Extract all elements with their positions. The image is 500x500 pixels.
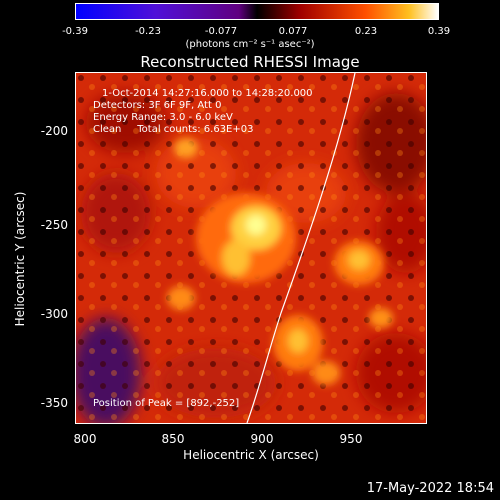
colorbar xyxy=(75,3,439,20)
x-axis-label: Heliocentric X (arcsec) xyxy=(183,448,319,462)
colorbar-tick: -0.39 xyxy=(62,26,88,37)
x-tick-label: 900 xyxy=(250,432,274,446)
timestamp: 17-May-2022 18:54 xyxy=(366,481,494,496)
colorbar-tick: 0.23 xyxy=(354,26,378,37)
x-tick-label: 800 xyxy=(73,432,97,446)
x-tick-label: 950 xyxy=(339,432,363,446)
energy-range-info: Energy Range: 3.0 - 6.0 keV xyxy=(93,112,233,123)
colorbar-tick: 0.077 xyxy=(278,26,308,37)
solar-limb-line xyxy=(246,73,356,423)
colorbar-units: (photons cm⁻² s⁻¹ asec⁻²) xyxy=(185,39,315,50)
y-tick-label: -250 xyxy=(40,218,68,232)
colorbar-tick: -0.23 xyxy=(135,26,161,37)
clean-info: Clean Total counts: 6.63E+03 xyxy=(93,124,254,135)
x-tick-label: 850 xyxy=(161,432,185,446)
rhessi-image xyxy=(75,72,427,424)
peak-position: Position of Peak = [892,-252] xyxy=(93,398,240,409)
colorbar-tick: 0.39 xyxy=(427,26,451,37)
y-tick-label: -300 xyxy=(40,307,68,321)
colorbar-gradient xyxy=(76,4,438,19)
y-tick-label: -350 xyxy=(40,396,68,410)
y-tick-label: -200 xyxy=(40,124,68,138)
y-axis-label: Heliocentric Y (arcsec) xyxy=(13,191,27,327)
time-range: 1-Oct-2014 14:27:16.000 to 14:28:20.000 xyxy=(102,88,313,99)
detectors-info: Detectors: 3F 6F 9F, Att 0 xyxy=(93,100,222,111)
colorbar-tick: -0.077 xyxy=(204,26,238,37)
plot-title: Reconstructed RHESSI Image xyxy=(140,53,360,71)
